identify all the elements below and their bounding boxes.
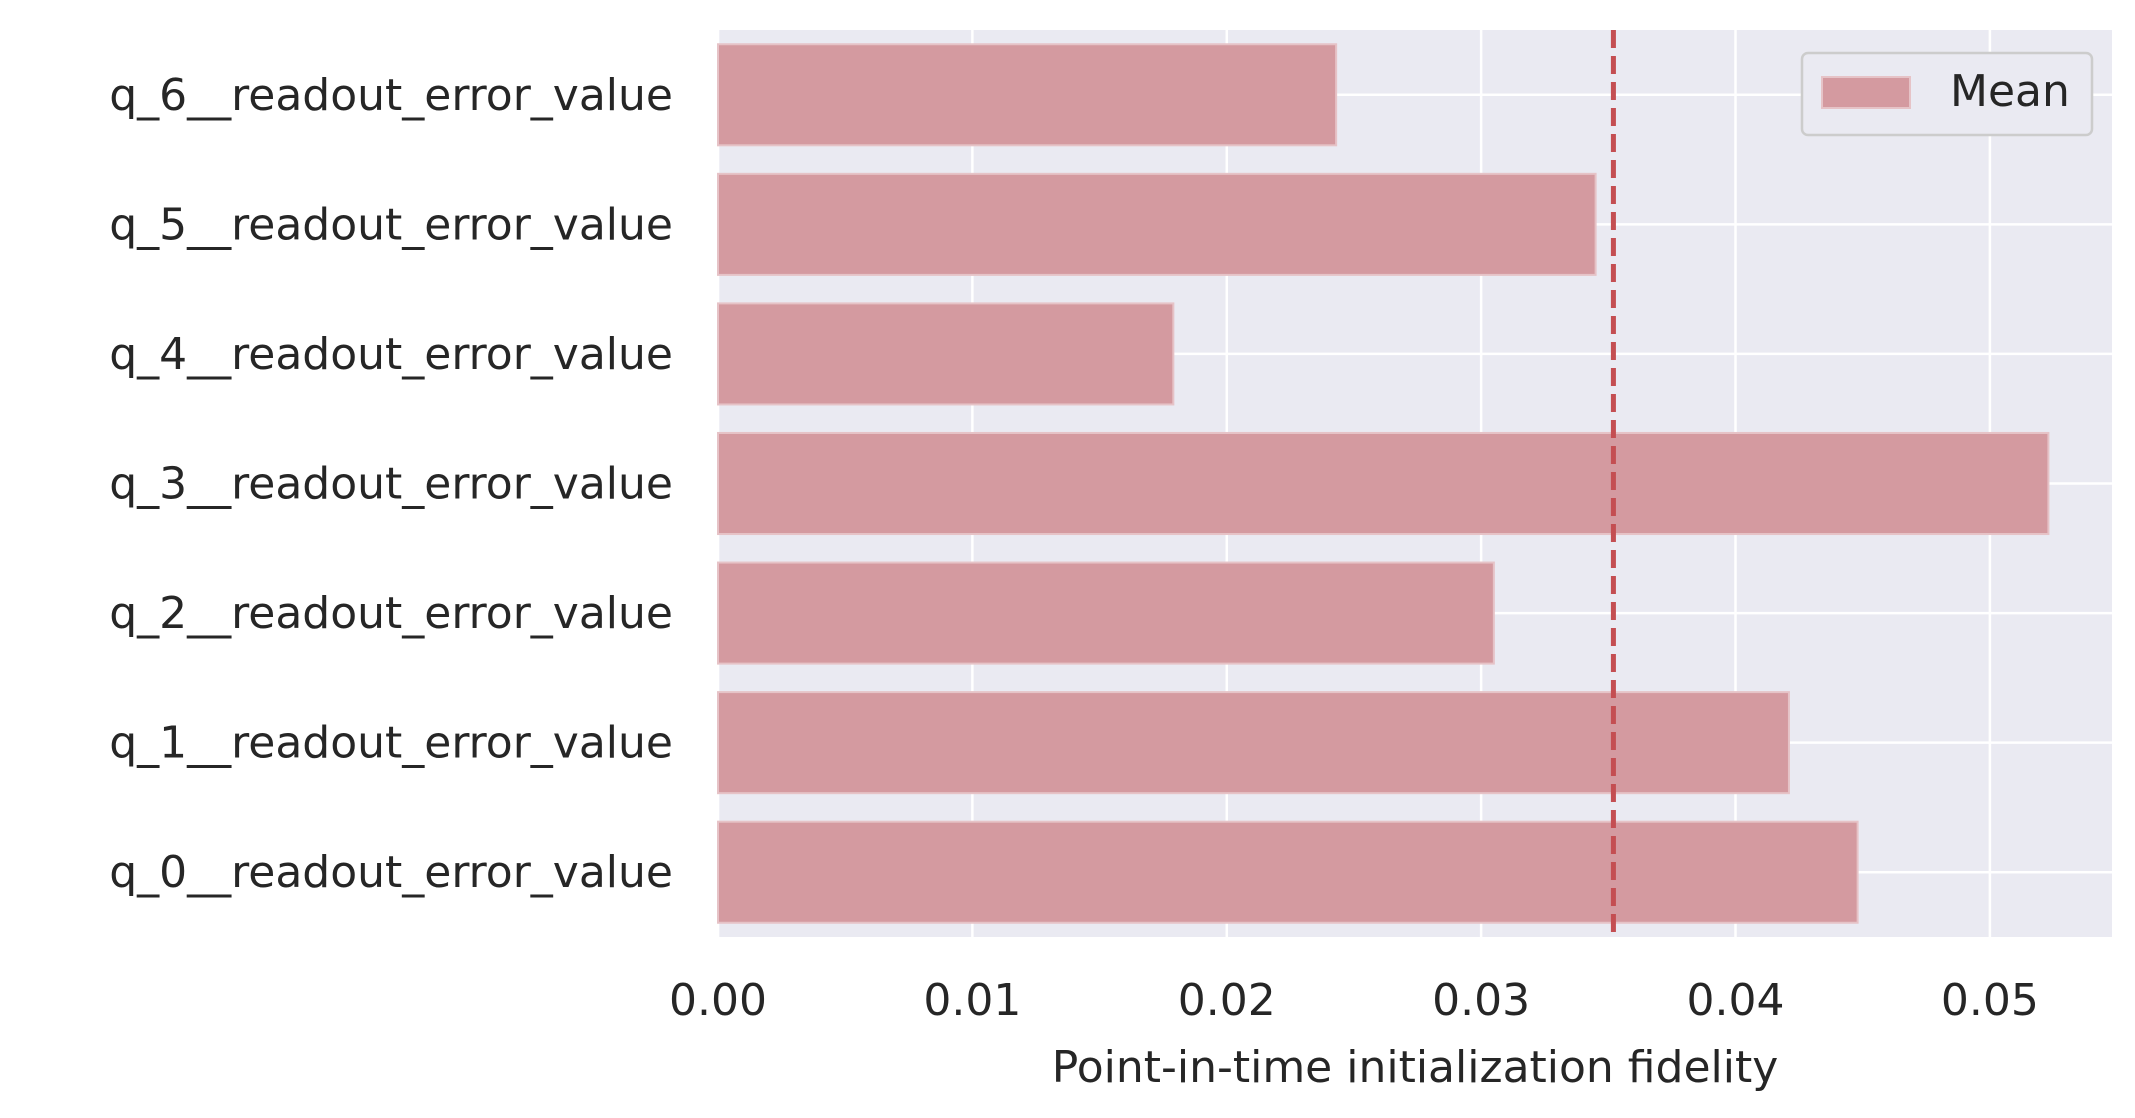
bar	[717, 431, 2050, 536]
x-tick-label: 0.00	[669, 975, 767, 1026]
x-tick-label: 0.05	[1941, 975, 2039, 1026]
bar	[717, 691, 1790, 795]
y-tick-label: q_4__readout_error_value	[109, 329, 673, 380]
y-tick-label: q_0__readout_error_value	[109, 847, 673, 898]
x-tick-label: 0.02	[1178, 975, 1276, 1026]
legend-label-mean: Mean	[1950, 66, 2070, 117]
y-tick-label: q_6__readout_error_value	[109, 70, 673, 121]
bar	[717, 820, 1859, 924]
x-axis-label: Point-in-time initialization fidelity	[1052, 1042, 1779, 1093]
legend: Mean	[1800, 51, 2094, 137]
bar	[717, 302, 1175, 406]
y-tick-labels: q_0__readout_error_value q_1__readout_err…	[109, 70, 673, 898]
x-tick-label: 0.01	[923, 975, 1021, 1026]
legend-swatch	[1821, 76, 1911, 109]
y-tick-label: q_2__readout_error_value	[109, 588, 673, 639]
bar	[717, 43, 1338, 147]
bar	[717, 172, 1597, 276]
y-tick-label: q_5__readout_error_value	[109, 199, 673, 250]
x-tick-label: 0.03	[1432, 975, 1530, 1026]
bars	[717, 43, 2050, 924]
x-tick-label: 0.04	[1687, 975, 1785, 1026]
bar	[717, 561, 1495, 665]
legend-box	[1800, 51, 2094, 137]
x-tick-labels: 0.00 0.01 0.02 0.03 0.04 0.05	[669, 975, 2039, 1026]
y-tick-label: q_1__readout_error_value	[109, 718, 673, 769]
y-tick-label: q_3__readout_error_value	[109, 459, 673, 510]
